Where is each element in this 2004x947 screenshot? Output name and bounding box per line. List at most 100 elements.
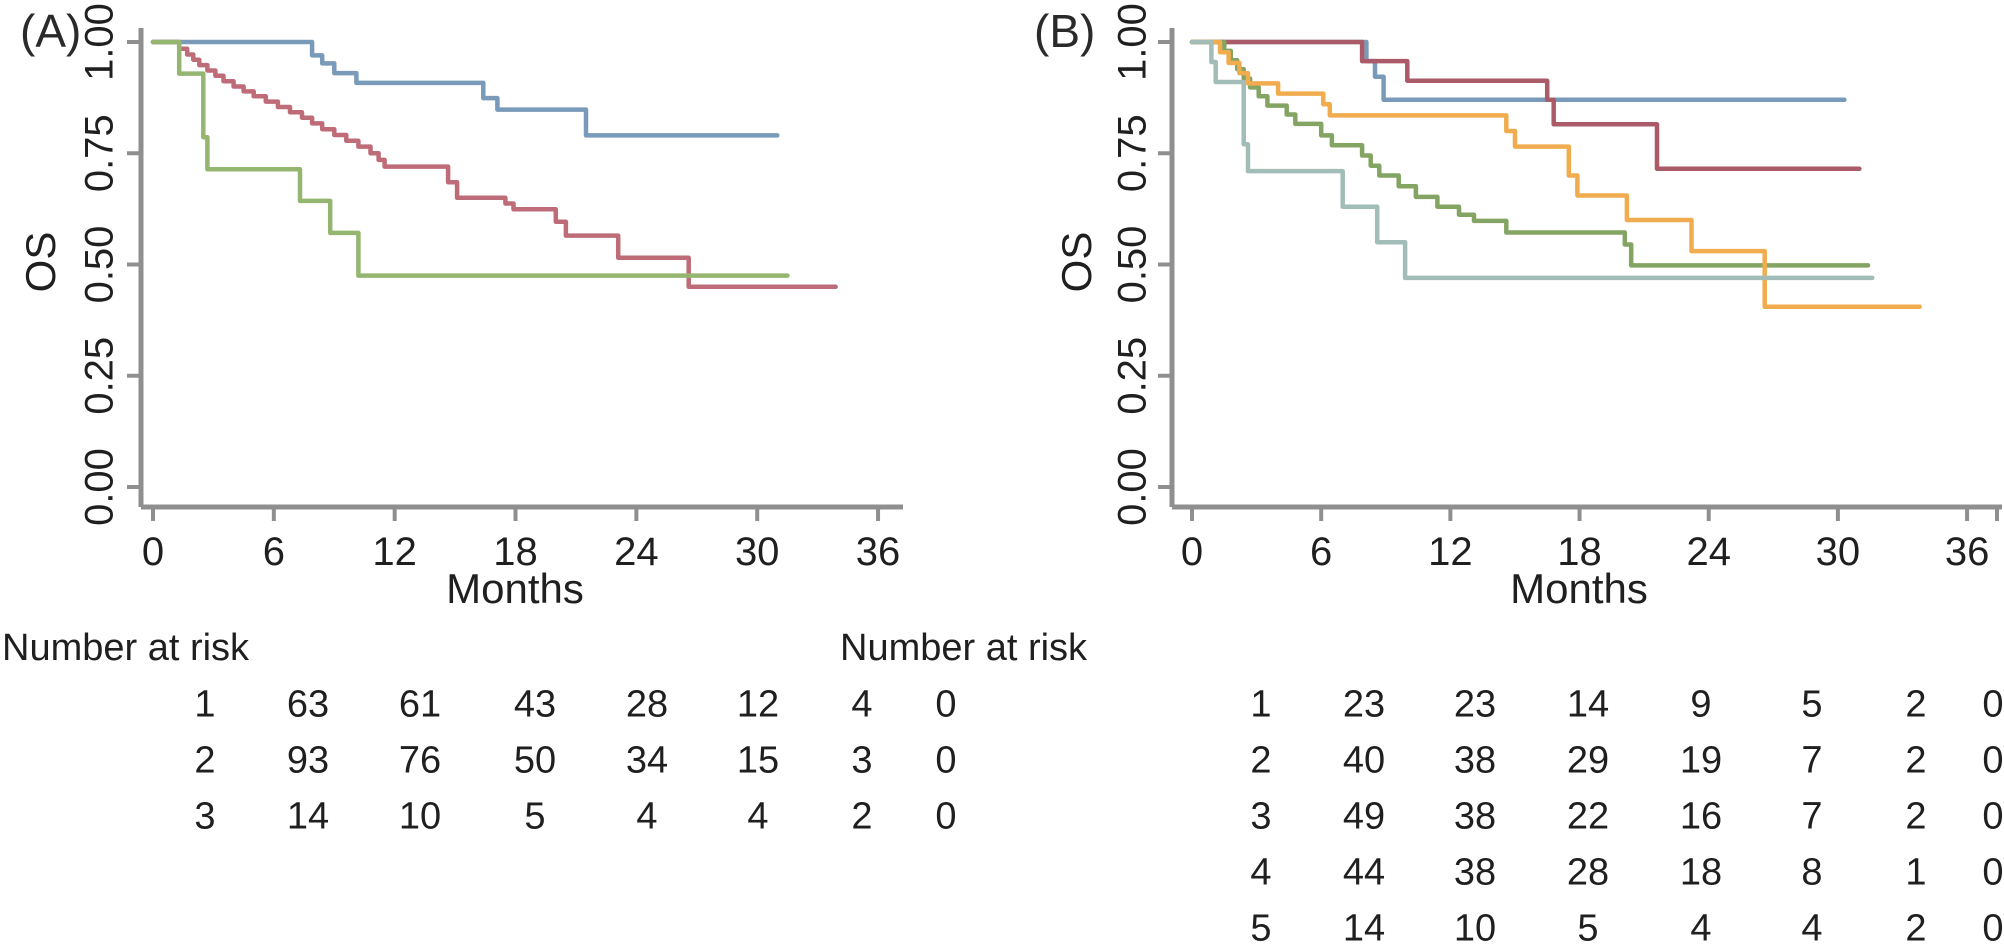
- km-curve-group-2: [150, 39, 838, 290]
- panel-a-label: (A): [20, 5, 82, 57]
- x-tick-label: 18: [493, 530, 538, 574]
- km-plot-a: OS Months 0 6 12 18 24 30 36 0.00 0.25 0.50 0.75 1.…: [17, 3, 903, 612]
- risk-count: 38: [1453, 795, 1497, 838]
- risk-count: 2: [1905, 907, 1927, 947]
- x-tick-label: 30: [1816, 530, 1861, 574]
- y-tick-label: 1.00: [1111, 3, 1155, 81]
- risk-count: 9: [1690, 683, 1712, 726]
- risk-table-title-b: Number at risk: [840, 627, 1088, 669]
- y-tick-label: 0.25: [1111, 337, 1155, 415]
- risk-count: 0: [1982, 739, 2004, 782]
- y-axis-title-a: OS: [17, 232, 64, 293]
- risk-count: 23: [1453, 683, 1497, 726]
- km-plot-b: OS Months 0 6 12 18 24 30 36 0.00 0.25 0.50 0.75 1.…: [1053, 3, 2002, 612]
- risk-count: 0: [1982, 907, 2004, 947]
- x-tick-label: 0: [142, 530, 164, 574]
- risk-count: 4: [1801, 907, 1823, 947]
- risk-count: 7: [1801, 739, 1823, 782]
- risk-count: 4: [1690, 907, 1712, 947]
- km-curve-group-1: [1189, 39, 1847, 103]
- risk-count: 15: [736, 739, 780, 782]
- survival-curves-a: [150, 39, 838, 290]
- risk-group-label: 4: [1250, 851, 1272, 894]
- risk-count: 5: [1801, 683, 1823, 726]
- risk-count: 29: [1566, 739, 1610, 782]
- risk-count: 49: [1342, 795, 1386, 838]
- x-tick-label: 6: [263, 530, 285, 574]
- risk-group-label: 5: [1250, 907, 1272, 947]
- x-tick-label: 24: [614, 530, 659, 574]
- risk-count: 22: [1566, 795, 1610, 838]
- x-tick-label: 12: [1428, 530, 1473, 574]
- x-tick-label: 30: [735, 530, 780, 574]
- y-tick-label: 1.00: [78, 3, 122, 81]
- y-tick-label: 0.50: [1111, 226, 1155, 304]
- risk-count: 19: [1679, 739, 1723, 782]
- risk-count: 23: [1342, 683, 1386, 726]
- risk-count: 2: [1905, 739, 1927, 782]
- x-axis-title-b: Months: [1510, 565, 1648, 612]
- risk-count: 28: [1566, 851, 1610, 894]
- risk-count: 18: [1679, 851, 1723, 894]
- km-curve-group-2: [1189, 39, 1862, 172]
- axes-b: 0 6 12 18 24 30 36 0.00 0.25 0.50 0.75 1.00: [1111, 3, 2002, 574]
- risk-count: 8: [1801, 851, 1823, 894]
- risk-count: 14: [286, 795, 330, 838]
- risk-count: 10: [398, 795, 442, 838]
- risk-count: 2: [851, 795, 873, 838]
- risk-count: 40: [1342, 739, 1386, 782]
- axes-a: 0 6 12 18 24 30 36 0.00 0.25 0.50 0.75 1.00: [78, 3, 903, 574]
- km-curve-group-1: [150, 39, 780, 138]
- y-tick-label: 0.00: [1111, 448, 1155, 526]
- risk-count: 2: [1905, 795, 1927, 838]
- risk-group-label: 1: [194, 683, 216, 726]
- risk-group-label: 1: [1250, 683, 1272, 726]
- risk-count: 4: [636, 795, 658, 838]
- risk-count: 50: [513, 739, 557, 782]
- risk-count: 0: [935, 795, 957, 838]
- risk-count: 93: [286, 739, 330, 782]
- km-curve-group-4: [1189, 39, 1922, 310]
- risk-count: 38: [1453, 851, 1497, 894]
- y-axis-title-b: OS: [1053, 232, 1100, 293]
- x-axis-title-a: Months: [446, 565, 584, 612]
- survival-curves-b: [1189, 39, 1922, 310]
- risk-count: 34: [625, 739, 669, 782]
- risk-count: 2: [1905, 683, 1927, 726]
- risk-count: 4: [851, 683, 873, 726]
- risk-table-title-a: Number at risk: [2, 627, 250, 669]
- x-tick-label: 24: [1686, 530, 1731, 574]
- risk-count: 5: [524, 795, 546, 838]
- risk-count: 43: [513, 683, 557, 726]
- risk-count: 63: [286, 683, 330, 726]
- risk-count: 14: [1342, 907, 1386, 947]
- risk-count: 4: [747, 795, 769, 838]
- y-tick-label: 0.00: [78, 448, 122, 526]
- risk-count: 76: [398, 739, 442, 782]
- risk-count: 16: [1679, 795, 1723, 838]
- risk-count: 44: [1342, 851, 1386, 894]
- km-curve-group-5: [1189, 39, 1875, 281]
- risk-count: 3: [851, 739, 873, 782]
- risk-group-label: 3: [1250, 795, 1272, 838]
- x-tick-label: 18: [1557, 530, 1602, 574]
- risk-group-label: 2: [194, 739, 216, 782]
- risk-count: 0: [935, 683, 957, 726]
- risk-count: 61: [398, 683, 442, 726]
- risk-count: 0: [1982, 851, 2004, 894]
- risk-count: 0: [1982, 795, 2004, 838]
- x-tick-label: 12: [372, 530, 417, 574]
- y-tick-label: 0.75: [78, 114, 122, 192]
- km-curve-group-3: [150, 39, 790, 278]
- risk-count: 1: [1905, 851, 1927, 894]
- x-tick-label: 0: [1181, 530, 1203, 574]
- risk-count: 0: [935, 739, 957, 782]
- y-tick-label: 0.25: [78, 337, 122, 415]
- risk-count: 12: [736, 683, 780, 726]
- panel-b-label: (B): [1034, 5, 1096, 57]
- risk-group-label: 3: [194, 795, 216, 838]
- km-curve-group-3: [1189, 39, 1871, 268]
- risk-count: 38: [1453, 739, 1497, 782]
- y-tick-label: 0.50: [78, 226, 122, 304]
